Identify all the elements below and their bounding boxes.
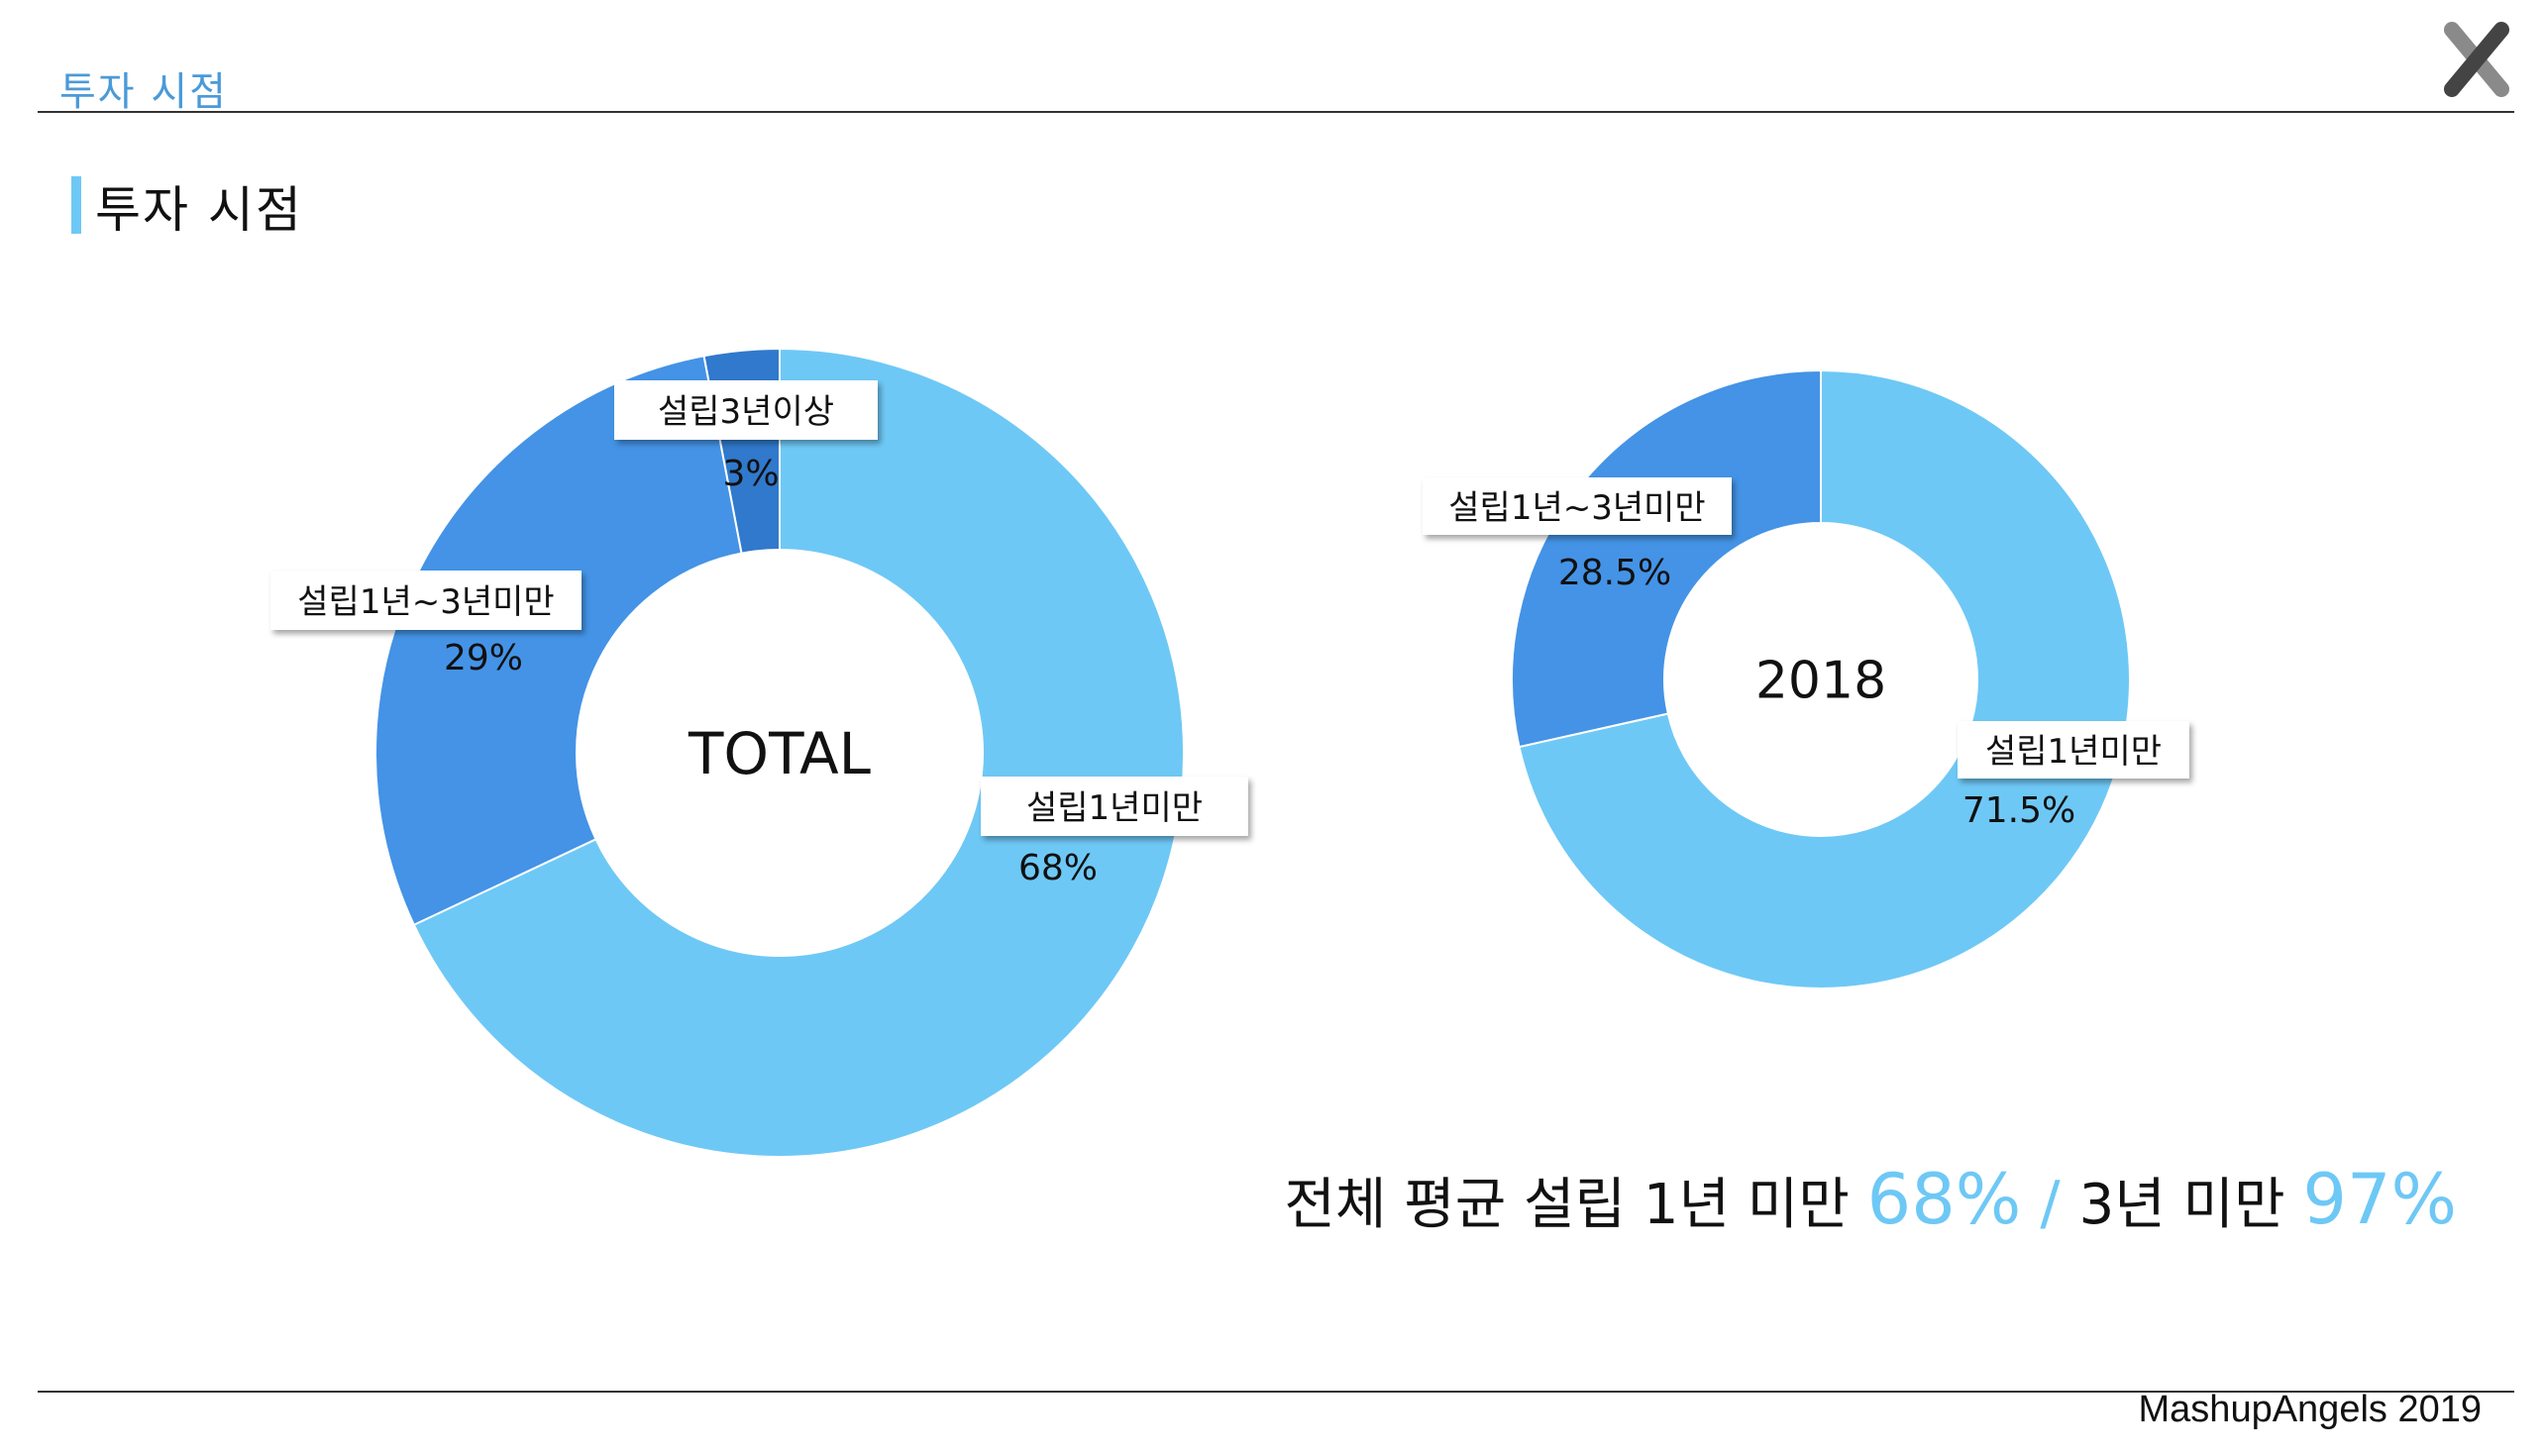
slice-label-box [614,380,878,440]
donut-slice [1511,368,1822,749]
slice-value-label: 68% [1018,848,1098,888]
slice-value-label: 71.5% [1962,790,2075,831]
slice-category-label: 설립1년~3년미만 [297,582,554,622]
slice-label-box [270,571,582,630]
slice-value-label: 3% [722,454,779,494]
footer-brand: MashupAngels 2019 [2138,1389,2482,1430]
slice-category-label: 설립1년~3년미만 [1448,488,1705,528]
summary-slash: / [2021,1169,2079,1238]
x-logo-icon [2444,22,2509,97]
footer-divider [38,1391,2514,1393]
section-accent-bar [71,176,81,234]
slice-category-label: 설립1년미만 [1026,788,1203,828]
donut-center-label: 2018 [1755,652,1886,711]
slice-label-box [1423,477,1732,535]
header-divider [38,111,2514,113]
slice-category-label: 설립3년이상 [658,392,834,432]
slice-value-label: 29% [444,638,523,678]
summary-middle: 3년 미만 [2078,1173,2303,1237]
donut-center-label: TOTAL [688,720,871,787]
donut-slice [412,347,1185,1158]
summary-statement: 전체 평균 설립 1년 미만 68% / 3년 미만 97% [1268,1159,2457,1248]
section-title: 투자 시점 [95,181,303,239]
donut-chart-total: TOTAL 설립1년미만 68% 설립1년~3년미만 29% 설립3년이상 3% [270,347,1248,1158]
slice-label: 설립3년이상 [614,380,878,440]
slice-label-box [981,777,1248,836]
slice-label-box [1958,721,2189,779]
summary-value-1yr: 68% [1866,1159,2022,1240]
summary-prefix: 전체 평균 설립 1년 미만 [1284,1173,1867,1237]
donut-slice [374,355,743,927]
page-header-title: 투자 시점 [59,69,228,115]
summary-value-3yr: 97% [2302,1159,2457,1240]
slice-label: 설립1년미만 [981,777,1248,836]
donut-slice [1518,368,2131,989]
donut-chart-2018: 2018 설립1년미만 71.5% 설립1년~3년미만 28.5% [1423,368,2189,989]
slice-value-label: 28.5% [1558,553,1671,593]
slice-label: 설립1년~3년미만 [1423,477,1732,535]
slice-label: 설립1년미만 [1958,721,2189,779]
slice-category-label: 설립1년미만 [1985,732,2162,772]
slice-label: 설립1년~3년미만 [270,571,582,630]
